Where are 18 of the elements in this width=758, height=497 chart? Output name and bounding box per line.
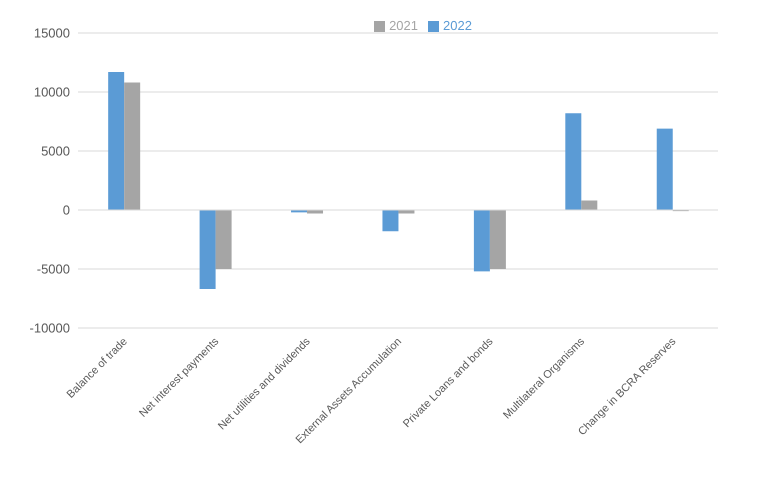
bar — [656, 128, 673, 210]
y-tick-label: 15000 — [34, 26, 70, 41]
legend-label: 2021 — [389, 18, 418, 33]
bar — [108, 72, 124, 210]
y-tick-label: 0 — [62, 202, 70, 218]
bar — [474, 210, 490, 272]
bar — [382, 210, 398, 232]
bar — [565, 113, 582, 210]
bar — [124, 82, 140, 210]
bar — [200, 210, 216, 290]
y-tick-label: -5000 — [36, 262, 70, 277]
bar — [216, 210, 232, 269]
bar — [581, 200, 598, 210]
bar — [490, 210, 506, 269]
y-tick-label: 5000 — [41, 144, 70, 159]
y-tick-label: 10000 — [34, 84, 70, 100]
legend-label: 2022 — [443, 18, 472, 33]
y-tick-label: -10000 — [30, 320, 70, 336]
